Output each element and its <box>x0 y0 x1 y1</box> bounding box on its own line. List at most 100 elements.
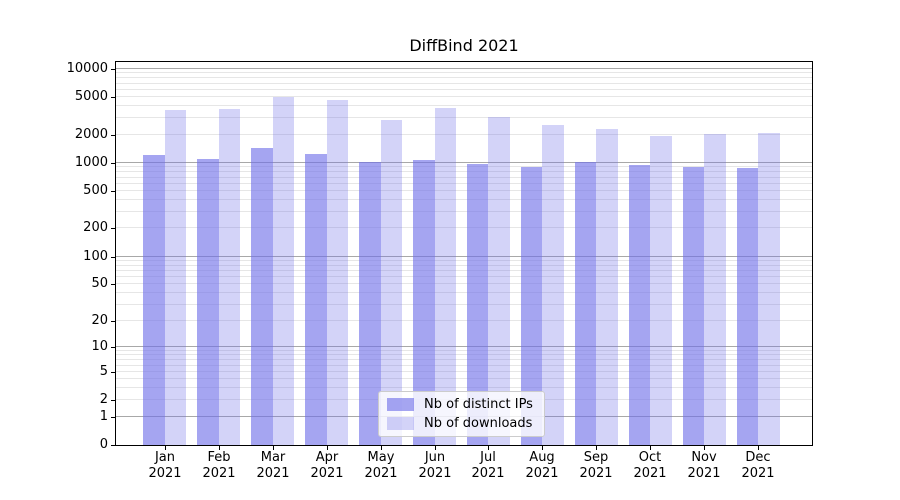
gridline-7 <box>116 359 812 360</box>
x-tick-mark-apr <box>327 446 328 450</box>
x-tick-label-nov: Nov 2021 <box>687 450 721 481</box>
y-tick-label-500: 500 <box>83 183 108 198</box>
gridline-6000 <box>116 89 812 90</box>
bar-downloads-feb <box>218 108 241 445</box>
bar-distinct-ips-dec <box>736 168 759 445</box>
x-tick-mark-dec <box>758 446 759 450</box>
x-tick-label-sep: Sep 2021 <box>579 450 613 481</box>
bar-distinct-ips-oct <box>628 164 651 445</box>
bar-downloads-jun <box>434 107 456 445</box>
gridline-5 <box>116 371 812 372</box>
gridline-4000 <box>116 105 812 106</box>
y-tick-mark-2 <box>111 400 115 401</box>
gridline-30 <box>116 304 812 305</box>
gridline-2000 <box>116 134 812 135</box>
gridline-3000 <box>116 117 812 118</box>
gridline-500 <box>116 190 812 191</box>
x-tick-mark-jun <box>435 446 436 450</box>
y-tick-label-10: 10 <box>91 339 108 354</box>
gridline-50 <box>116 283 812 284</box>
bar-distinct-ips-jul <box>466 164 489 445</box>
legend-item-downloads: Nb of downloads <box>387 416 536 431</box>
y-tick-mark-1000 <box>111 163 115 164</box>
y-tick-label-2: 2 <box>99 392 108 407</box>
x-tick-label-feb: Feb 2021 <box>202 450 236 481</box>
y-tick-label-5000: 5000 <box>74 89 108 104</box>
y-tick-mark-0 <box>111 445 115 446</box>
x-tick-label-mar: Mar 2021 <box>256 450 290 481</box>
y-tick-mark-200 <box>111 228 115 229</box>
gridline-100 <box>116 256 812 257</box>
gridline-8 <box>116 354 812 355</box>
y-tick-mark-100 <box>111 257 115 258</box>
gridline-700 <box>116 177 812 178</box>
bar-downloads-mar <box>272 96 295 445</box>
x-tick-label-jul: Jul 2021 <box>471 450 505 481</box>
bar-downloads-nov <box>704 134 726 445</box>
legend-label-distinct-ips: Nb of distinct IPs <box>424 397 533 413</box>
x-tick-label-may: May 2021 <box>364 450 398 481</box>
bar-downloads-jul <box>488 117 510 445</box>
bar-downloads-may <box>380 120 403 445</box>
gridline-20 <box>116 320 812 321</box>
legend-label-downloads: Nb of downloads <box>424 415 533 431</box>
y-tick-label-5: 5 <box>99 364 108 379</box>
x-tick-label-jun: Jun 2021 <box>418 450 452 481</box>
y-tick-label-2000: 2000 <box>74 127 108 142</box>
gridline-800 <box>116 171 812 172</box>
gridline-200 <box>116 227 812 228</box>
y-tick-label-200: 200 <box>83 220 108 235</box>
gridline-5000 <box>116 96 812 97</box>
bar-distinct-ips-jan <box>143 154 165 445</box>
y-tick-label-0: 0 <box>99 437 108 452</box>
gridline-9000 <box>116 72 812 73</box>
gridline-1000 <box>116 162 812 163</box>
x-tick-mark-jul <box>488 446 489 450</box>
y-tick-mark-50 <box>111 284 115 285</box>
gridline-4 <box>116 378 812 379</box>
gridline-400 <box>116 199 812 200</box>
gridline-3 <box>116 387 812 388</box>
x-tick-label-oct: Oct 2021 <box>633 450 667 481</box>
bar-downloads-jan <box>164 110 187 445</box>
bar-downloads-apr <box>326 100 349 445</box>
legend-swatch-distinct-ips <box>387 398 414 412</box>
gridline-300 <box>116 211 812 212</box>
y-tick-mark-5000 <box>111 97 115 98</box>
gridline-70 <box>116 270 812 271</box>
bar-distinct-ips-apr <box>305 154 327 445</box>
x-tick-mark-sep <box>596 446 597 450</box>
gridline-10000 <box>116 68 812 69</box>
bar-downloads-oct <box>650 135 672 445</box>
y-tick-mark-10000 <box>111 69 115 70</box>
x-tick-label-aug: Aug 2021 <box>525 450 559 481</box>
y-tick-label-1: 1 <box>99 409 108 424</box>
x-tick-label-apr: Apr 2021 <box>310 450 344 481</box>
x-tick-mark-mar <box>273 446 274 450</box>
x-tick-mark-aug <box>542 446 543 450</box>
bar-downloads-aug <box>542 125 564 445</box>
y-tick-label-100: 100 <box>83 249 108 264</box>
y-tick-label-20: 20 <box>91 313 108 328</box>
bar-distinct-ips-may <box>359 161 381 445</box>
bar-distinct-ips-mar <box>251 148 273 445</box>
gridline-40 <box>116 292 812 293</box>
gridline-900 <box>116 166 812 167</box>
legend: Nb of distinct IPs Nb of downloads <box>378 391 545 437</box>
legend-item-distinct-ips: Nb of distinct IPs <box>387 397 536 412</box>
chart-title: DiffBind 2021 <box>409 36 519 55</box>
x-tick-mark-jan <box>165 446 166 450</box>
bar-downloads-sep <box>596 128 618 445</box>
x-tick-label-jan: Jan 2021 <box>148 450 182 481</box>
y-tick-label-1000: 1000 <box>74 155 108 170</box>
y-tick-label-50: 50 <box>91 276 108 291</box>
gridline-6 <box>116 365 812 366</box>
bar-distinct-ips-jun <box>413 160 435 445</box>
gridline-60 <box>116 276 812 277</box>
x-tick-mark-may <box>381 446 382 450</box>
x-tick-mark-feb <box>219 446 220 450</box>
bar-distinct-ips-sep <box>574 161 597 445</box>
y-tick-mark-500 <box>111 191 115 192</box>
x-tick-mark-oct <box>650 446 651 450</box>
